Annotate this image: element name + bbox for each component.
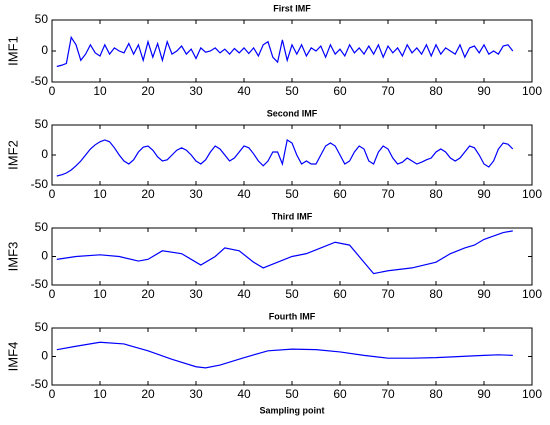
x-tick-label: 40 — [237, 387, 251, 401]
x-tick-label: 70 — [381, 187, 395, 201]
x-tick-label: 0 — [49, 84, 56, 98]
y-tick-label: -50 — [31, 74, 49, 88]
x-tick-label: 80 — [429, 387, 443, 401]
x-tick-label: 20 — [141, 387, 155, 401]
x-tick-label: 10 — [93, 287, 107, 301]
axes-box — [51, 19, 533, 83]
x-tick-label: 10 — [93, 84, 107, 98]
x-tick-label: 90 — [477, 287, 491, 301]
x-tick-label: 100 — [522, 387, 542, 401]
x-tick-label: 10 — [93, 187, 107, 201]
y-axis-label: IMF1 — [5, 36, 20, 66]
y-tick-label: -50 — [31, 277, 49, 291]
x-tick-label: 30 — [189, 387, 203, 401]
y-axis-label: IMF4 — [5, 342, 20, 372]
x-tick-label: 70 — [381, 387, 395, 401]
x-tick-label: 60 — [333, 387, 347, 401]
x-tick-label: 80 — [429, 287, 443, 301]
x-tick-label: 0 — [49, 187, 56, 201]
line — [56, 341, 513, 369]
subplot-title: Fourth IMF — [269, 311, 316, 321]
line — [56, 230, 513, 275]
y-tick-label: 0 — [41, 147, 48, 161]
y-axis-label: IMF2 — [5, 140, 20, 170]
x-tick-label: 100 — [522, 287, 542, 301]
x-axis-label: Sampling point — [260, 405, 325, 415]
x-tick-label: 90 — [477, 387, 491, 401]
y-axis-label: IMF3 — [5, 242, 20, 272]
x-tick-label: 90 — [477, 84, 491, 98]
x-tick-label: 80 — [429, 187, 443, 201]
x-tick-label: 60 — [333, 287, 347, 301]
line — [56, 139, 514, 177]
y-tick-label: 50 — [35, 12, 49, 26]
x-tick-label: 50 — [285, 187, 299, 201]
y-tick-label: 0 — [41, 349, 48, 363]
x-tick-label: 0 — [49, 387, 56, 401]
x-tick-label: 100 — [522, 84, 542, 98]
y-tick-label: 0 — [41, 43, 48, 57]
x-tick-label: 60 — [333, 84, 347, 98]
y-tick-label: 0 — [41, 249, 48, 263]
x-tick-label: 0 — [49, 287, 56, 301]
y-tick-label: 50 — [35, 117, 49, 131]
x-tick-label: 40 — [237, 187, 251, 201]
x-tick-label: 50 — [285, 387, 299, 401]
subplot-title: First IMF — [273, 3, 311, 13]
subplot-title: Third IMF — [272, 211, 313, 221]
y-tick-label: -50 — [31, 377, 49, 391]
x-tick-label: 100 — [522, 187, 542, 201]
y-tick-label: -50 — [31, 177, 49, 191]
x-tick-label: 50 — [285, 287, 299, 301]
y-tick-label: 50 — [35, 320, 49, 334]
x-tick-label: 20 — [141, 84, 155, 98]
x-tick-label: 30 — [189, 287, 203, 301]
x-tick-label: 30 — [189, 187, 203, 201]
x-tick-label: 60 — [333, 187, 347, 201]
x-tick-label: 70 — [381, 84, 395, 98]
x-tick-label: 90 — [477, 187, 491, 201]
x-tick-label: 30 — [189, 84, 203, 98]
x-tick-label: 10 — [93, 387, 107, 401]
x-tick-label: 40 — [237, 287, 251, 301]
x-tick-label: 40 — [237, 84, 251, 98]
subplot-title: Second IMF — [267, 108, 318, 118]
x-tick-label: 20 — [141, 287, 155, 301]
x-tick-label: 80 — [429, 84, 443, 98]
axes-box — [51, 124, 533, 186]
x-tick-label: 20 — [141, 187, 155, 201]
x-tick-label: 50 — [285, 84, 299, 98]
line — [56, 35, 514, 68]
y-tick-label: 50 — [35, 220, 49, 234]
x-tick-label: 70 — [381, 287, 395, 301]
